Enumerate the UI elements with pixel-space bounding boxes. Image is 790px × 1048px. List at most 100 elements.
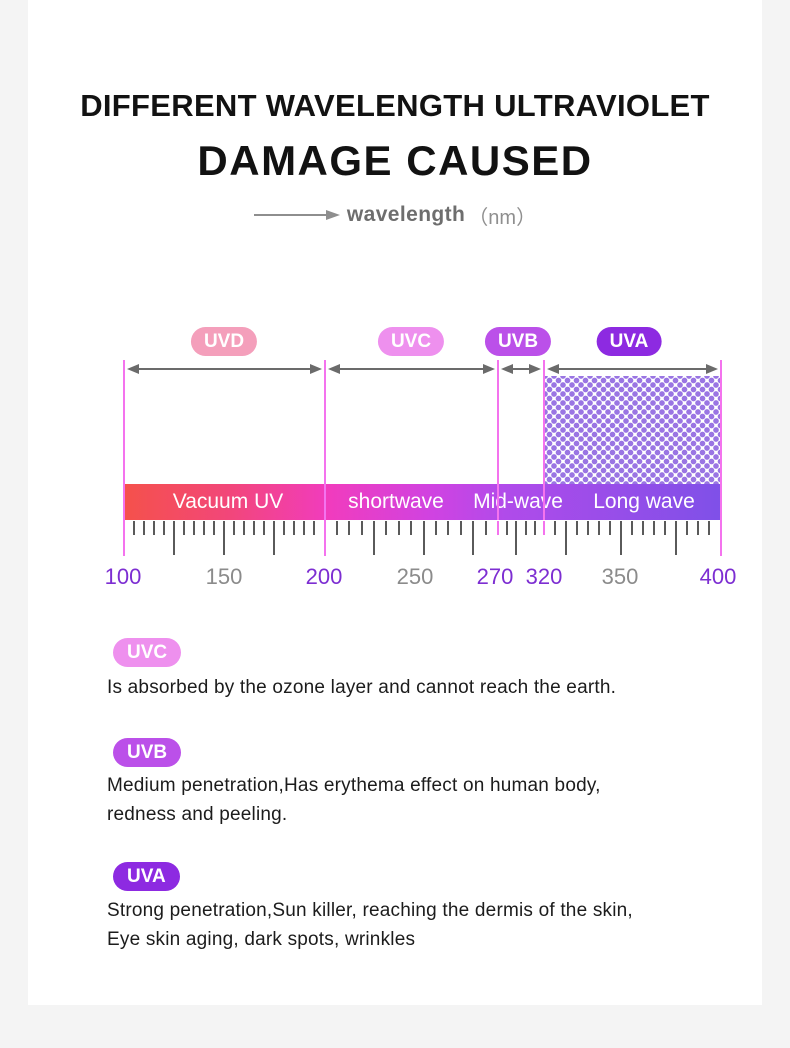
ruler-tick — [598, 521, 601, 535]
ruler-tick — [132, 521, 135, 535]
ruler-tick — [410, 521, 413, 535]
scale-label-270: 270 — [476, 564, 514, 589]
ruler-tick — [335, 521, 338, 535]
ruler-tick — [243, 521, 246, 535]
ruler-tick — [565, 521, 568, 555]
legend-badge-uvb: UVB — [113, 738, 182, 767]
ruler-tick — [385, 521, 388, 535]
arrow-head-right-icon — [705, 364, 718, 374]
arrow-head-right-icon — [529, 364, 541, 374]
band-badge-uvc: UVC — [377, 327, 445, 356]
ruler-tick — [587, 521, 590, 535]
ruler-tick — [293, 521, 296, 535]
axis-label: wavelength — [346, 203, 466, 226]
legend-text-line: Medium penetration,Has erythema effect o… — [107, 775, 601, 796]
arrow-shaft — [253, 214, 326, 216]
ruler-tick — [708, 521, 711, 535]
ruler-tick — [631, 521, 634, 535]
range-arrow-line-uva — [557, 368, 708, 370]
arrow-head-left-icon — [126, 364, 139, 374]
ruler-tick — [686, 521, 689, 535]
ruler-tick — [397, 521, 400, 535]
legend-text-uvb: Medium penetration,Has erythema effect o… — [107, 772, 601, 829]
ruler-tick — [675, 521, 678, 555]
content-card: DIFFERENT WAVELENGTH ULTRAVIOLET DAMAGE … — [28, 0, 762, 1005]
ruler-tick — [253, 521, 256, 535]
arrow-head-right-icon — [309, 364, 322, 374]
ruler-tick — [484, 521, 487, 535]
legend-badge-uvc: UVC — [113, 638, 182, 667]
ruler-tick — [620, 521, 623, 555]
ruler-tick — [524, 521, 527, 535]
legend-text-line: redness and peeling. — [107, 803, 288, 825]
legend-text-line: Eye skin aging, dark spots, wrinkles — [107, 928, 416, 950]
range-arrow-line-uvd — [136, 368, 312, 370]
ruler-tick — [373, 521, 376, 555]
ruler-tick — [192, 521, 195, 535]
scale-label-200: 200 — [305, 564, 343, 589]
bar-label-uvd: Vacuum UV — [172, 490, 284, 513]
ruler-tick — [447, 521, 450, 535]
ruler-tick — [515, 521, 518, 555]
scale-label-100: 100 — [104, 564, 142, 589]
legend-text-uva: Strong penetration,Sun killer, reaching … — [107, 897, 633, 954]
ruler-tick — [263, 521, 266, 535]
ruler-tick — [459, 521, 462, 535]
ruler-tick — [664, 521, 667, 535]
arrow-head-left-icon — [327, 364, 340, 374]
ruler-tick — [142, 521, 145, 535]
band-badge-uvb: UVB — [484, 327, 552, 356]
legend-badge-uva: UVA — [113, 862, 180, 891]
scale-label-250: 250 — [396, 564, 434, 589]
arrow-head-right-icon — [483, 364, 495, 374]
ruler-tick — [182, 521, 185, 535]
right-arrow-icon — [325, 210, 340, 220]
ruler-tick — [223, 521, 225, 555]
ruler-tick — [283, 521, 286, 535]
boundary-line-200 — [323, 360, 326, 556]
boundary-line-320 — [543, 360, 545, 520]
ruler-tick — [348, 521, 351, 535]
spectrum-bar — [123, 484, 721, 520]
boundary-line-100 — [122, 360, 125, 556]
ruler-tick — [202, 521, 205, 535]
legend-text-line: Is absorbed by the ozone layer and canno… — [107, 677, 617, 698]
boundary-line-320 — [719, 360, 722, 556]
ruler-tick — [576, 521, 579, 535]
dotted-pattern-uva — [545, 376, 720, 484]
legend-text-line: Strong penetration,Sun killer, reaching … — [107, 900, 633, 921]
wavelength-axis: wavelength （nm） — [28, 201, 762, 229]
range-arrow-line-uvb — [511, 368, 531, 370]
ruler-tick — [162, 521, 165, 535]
ruler-tick — [422, 521, 425, 555]
ruler-tick — [506, 521, 509, 535]
range-arrow-line-uvc — [337, 368, 485, 370]
bar-label-uva: Long wave — [593, 490, 695, 513]
scale-label-320: 320 — [525, 564, 563, 589]
ruler-tick — [653, 521, 656, 535]
ruler-tick — [273, 521, 276, 555]
ruler-tick — [172, 521, 175, 555]
ruler-tick — [697, 521, 700, 535]
legend-text-uvc: Is absorbed by the ozone layer and canno… — [107, 674, 616, 703]
band-badge-uva: UVA — [596, 327, 662, 356]
axis-unit: （nm） — [468, 206, 537, 229]
scale-label-350: 350 — [601, 564, 639, 589]
arrow-head-left-icon — [501, 364, 513, 374]
ruler-tick — [642, 521, 645, 535]
bar-label-uvc: shortwave — [348, 490, 444, 513]
page-title-line2: DAMAGE CAUSED — [197, 137, 593, 184]
ruler-tick — [554, 521, 557, 535]
ruler-tick — [533, 521, 536, 535]
scale-label-400: 400 — [699, 564, 737, 589]
band-badge-uvd: UVD — [190, 327, 258, 356]
ruler-tick — [472, 521, 475, 555]
boundary-line-270 — [497, 360, 499, 520]
ruler-tick — [313, 521, 316, 535]
arrow-head-left-icon — [547, 364, 559, 374]
ruler-tick — [360, 521, 363, 535]
scale-label-150: 150 — [205, 564, 243, 589]
ruler-tick — [609, 521, 612, 535]
ruler-tick-highlight — [543, 521, 545, 535]
